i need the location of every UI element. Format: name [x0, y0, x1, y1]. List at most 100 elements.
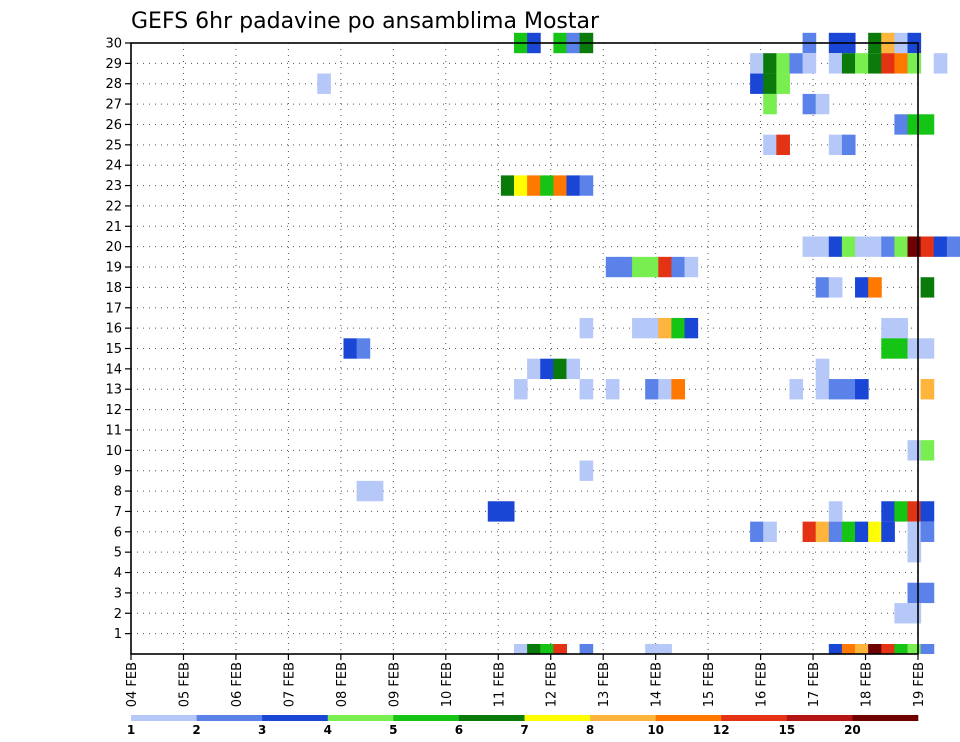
precip-cell [553, 175, 567, 196]
precip-cell [645, 317, 659, 339]
precip-cell [527, 644, 541, 654]
precip-cell [658, 644, 672, 654]
colorbar-segment [524, 715, 591, 721]
precip-cell [881, 521, 895, 542]
precip-cell [763, 134, 777, 156]
colorbar-label: 2 [192, 723, 200, 737]
precip-cell [828, 501, 843, 522]
precip-cell [868, 277, 882, 298]
precip-cell [802, 236, 817, 257]
precip-cell [553, 358, 567, 380]
precip-cell [894, 603, 909, 624]
colorbar-segment [458, 715, 525, 721]
precip-cell [907, 114, 922, 135]
precip-cell [487, 501, 502, 522]
precip-cell [356, 338, 371, 359]
precip-cell [828, 236, 843, 257]
colorbar-label: 7 [520, 723, 528, 737]
precip-cell [815, 277, 830, 298]
precip-cell [841, 236, 856, 257]
precip-cell [841, 134, 856, 156]
colorbar-label: 10 [647, 723, 664, 737]
precip-cell [907, 338, 922, 359]
x-tick-label: 07 FEB [282, 662, 297, 707]
y-axis-ticks: 1234567891011121314151617181920212223242… [105, 37, 131, 642]
precip-cell [658, 256, 672, 278]
x-tick-label: 16 FEB [755, 662, 770, 707]
colorbar-label: 8 [586, 723, 594, 737]
precip-cell [776, 73, 790, 94]
precip-cell [605, 379, 620, 400]
precip-cell [907, 541, 922, 563]
x-tick-label: 08 FEB [335, 662, 350, 707]
y-tick-label: 17 [105, 301, 122, 316]
precip-cell [828, 644, 843, 654]
precip-cell [763, 53, 777, 74]
colorbar-label: 4 [324, 723, 332, 737]
y-tick-label: 5 [114, 546, 122, 561]
colorbar-label: 5 [389, 723, 397, 737]
precip-cell [776, 134, 790, 156]
x-tick-label: 17 FEB [807, 662, 822, 707]
x-tick-label: 12 FEB [545, 662, 560, 707]
precip-cell [671, 256, 686, 278]
precip-cell [841, 379, 856, 400]
precip-cell [907, 236, 922, 257]
colorbar-segment [131, 715, 197, 721]
precip-cell [500, 175, 515, 196]
y-tick-label: 11 [105, 423, 122, 438]
precip-cell [514, 379, 528, 400]
precip-cell [553, 644, 567, 654]
y-tick-label: 28 [105, 77, 122, 92]
precip-cell [894, 236, 909, 257]
precip-cell [920, 582, 935, 604]
y-tick-label: 21 [105, 220, 122, 235]
precip-cell [841, 644, 856, 654]
precip-cell [514, 175, 528, 196]
precip-cell [750, 73, 764, 94]
y-tick-label: 1 [114, 627, 122, 642]
y-tick-label: 19 [105, 261, 122, 276]
y-tick-label: 10 [105, 444, 122, 459]
precip-cell [894, 317, 909, 339]
precip-cell [828, 277, 843, 298]
precip-cell [632, 317, 646, 339]
precip-cell [789, 379, 804, 400]
colorbar-segment [196, 715, 263, 721]
precip-cell [907, 603, 922, 624]
colorbar-label: 12 [713, 723, 730, 737]
precip-cell [881, 236, 895, 257]
precip-cell [946, 236, 960, 257]
colorbar-segment [852, 715, 919, 721]
precip-cell [855, 521, 869, 542]
precip-cell [763, 521, 777, 542]
precip-cell [750, 521, 764, 542]
precip-cell [605, 256, 620, 278]
precip-cell [868, 53, 882, 74]
precip-cell [356, 480, 371, 502]
precip-cell [855, 53, 869, 74]
precip-cell [828, 53, 843, 74]
precip-cell [658, 379, 672, 400]
colorbar-segment [721, 715, 788, 721]
precip-cell [566, 358, 581, 380]
precip-cell [907, 501, 922, 522]
grid-lines [131, 43, 918, 654]
precip-cell [881, 338, 895, 359]
x-axis-ticks: 04 FEB 05 FEB 06 FEB 07 FEB 08 FEB 09 FEB 10 F… [125, 654, 927, 707]
precip-cell [514, 644, 528, 654]
x-tick-label: 13 FEB [597, 662, 612, 707]
precip-cell [920, 501, 935, 522]
precip-cell [684, 317, 699, 339]
precip-cell [527, 358, 541, 380]
precip-cell [658, 317, 672, 339]
y-tick-label: 4 [114, 566, 122, 581]
precip-cell [881, 644, 895, 654]
x-tick-label: 05 FEB [177, 662, 192, 707]
precip-cell [802, 521, 817, 542]
precip-cell [933, 53, 948, 74]
y-tick-label: 14 [105, 362, 122, 377]
precip-cell [881, 53, 895, 74]
x-tick-label: 14 FEB [650, 662, 665, 707]
x-tick-label: 19 FEB [912, 662, 927, 707]
